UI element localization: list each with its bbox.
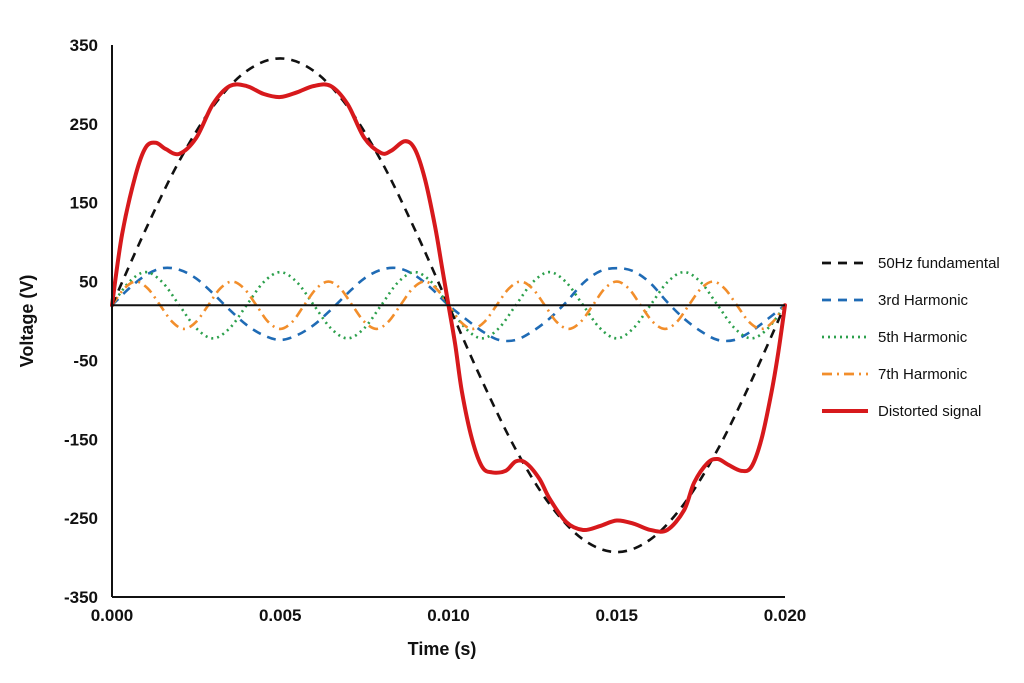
y-tick-label: -350	[64, 588, 98, 607]
legend-label: 50Hz fundamental	[878, 255, 1000, 272]
x-axis-title: Time (s)	[408, 639, 477, 659]
x-tick-label: 0.000	[91, 606, 134, 625]
y-tick-label: -50	[73, 351, 98, 370]
y-tick-label: 50	[79, 273, 98, 292]
y-tick-label: -150	[64, 430, 98, 449]
series-line-5th-harmonic	[110, 270, 787, 340]
series-line-distorted-signal	[110, 82, 787, 534]
legend-label: 7th Harmonic	[878, 366, 968, 383]
legend: 50Hz fundamental 3rd Harmonic 5th Harmonic…	[822, 255, 1000, 420]
legend-label: 3rd Harmonic	[878, 292, 969, 309]
y-tick-label: 350	[70, 36, 98, 55]
y-tick-label: -250	[64, 509, 98, 528]
x-tick-label: 0.010	[427, 606, 470, 625]
y-axis-title: Voltage (V)	[17, 275, 37, 368]
y-tick-label: 150	[70, 194, 98, 213]
x-tick-label: 0.015	[595, 606, 638, 625]
x-tick-label: 0.020	[764, 606, 807, 625]
y-axis-ticks: 350 250 150 50 -50 -150 -250 -350	[64, 36, 98, 607]
x-tick-label: 0.005	[259, 606, 302, 625]
x-axis-ticks: 0.000 0.005 0.010 0.015 0.020	[91, 606, 807, 625]
y-tick-label: 250	[70, 115, 98, 134]
legend-label: Distorted signal	[878, 403, 981, 420]
legend-label: 5th Harmonic	[878, 329, 968, 346]
